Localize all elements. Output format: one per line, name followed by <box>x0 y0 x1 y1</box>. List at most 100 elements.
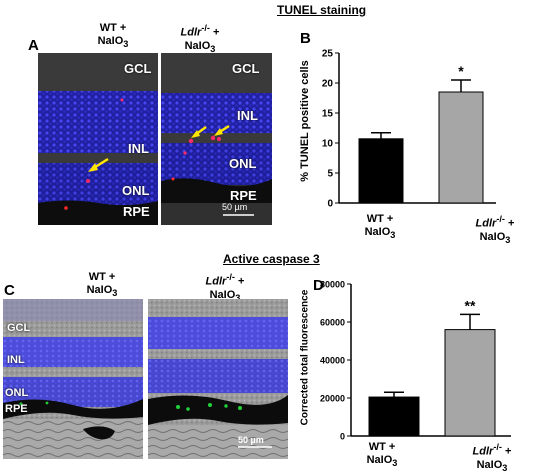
xtick-sub: 3 <box>505 234 511 245</box>
scale-bar-label: 50 µm <box>222 202 248 212</box>
caspase-micrograph-wt: GCL INL ONL RPE <box>3 299 143 459</box>
xtick-line1: WT + <box>366 213 394 225</box>
condition-line1: Ldlr-/- + <box>160 22 240 40</box>
chart-b-ytick-label: 0 <box>327 199 333 210</box>
xtick-sub: 3 <box>502 462 508 473</box>
condition-line1: WT + <box>88 271 116 283</box>
layer-label-inl: INL <box>237 108 258 123</box>
condition-line2: NaIO3 <box>160 40 240 56</box>
xtick-line2: NaIO3 <box>340 226 420 242</box>
xtick-chem: NaIO <box>364 226 391 238</box>
chart-d-ytick-label: 60000 <box>320 318 345 328</box>
xtick-line1: WT + <box>368 441 396 453</box>
chart-b-plot: 0 5 10 15 20 25 * <box>322 49 496 210</box>
chart-d-ytick-label: 80000 <box>320 280 345 290</box>
chart-b-xtick-wt: WT + NaIO3 <box>340 213 420 242</box>
layer-label-rpe: RPE <box>230 188 257 203</box>
xtick-sub: 3 <box>392 458 398 469</box>
chart-d-bar <box>444 329 496 437</box>
layer-label-rpe: RPE <box>123 204 150 219</box>
xtick-plus: + <box>501 445 512 458</box>
chart-b-ytick-label: 15 <box>322 109 334 120</box>
condition-plus: + <box>209 26 220 39</box>
condition-sub: 3 <box>123 39 129 50</box>
tunel-micrograph-wt-image <box>38 53 158 225</box>
tunel-micrograph-ko-image <box>161 53 272 225</box>
xtick-line2: NaIO3 <box>447 459 537 475</box>
chart-b-svg: 0 5 10 15 20 25 * <box>322 49 496 210</box>
chart-d-svg: 0 20000 40000 60000 80000 ** <box>320 280 511 442</box>
condition-sub: 3 <box>210 43 216 54</box>
tunel-section-title: TUNEL staining <box>277 3 367 17</box>
condition-line2: NaIO3 <box>62 284 142 300</box>
chart-b-bar <box>358 138 404 204</box>
layer-label-gcl: GCL <box>124 61 152 76</box>
panel-letter-b: B <box>300 30 311 47</box>
gene-name: Ldlr <box>180 26 202 39</box>
condition-sub: 3 <box>235 292 241 303</box>
chart-d-xtick-ko: Ldlr-/- + NaIO3 <box>447 441 537 475</box>
condition-label-ko-c: Ldlr-/- + NaIO3 <box>180 271 270 305</box>
xtick-chem: NaIO <box>476 458 503 471</box>
condition-chem: NaIO <box>86 284 113 296</box>
xtick-line1: Ldlr-/- + <box>447 441 537 459</box>
tunel-micrograph-ko: GCL INL ONL RPE 50 µm <box>161 53 272 225</box>
panel-letter-d: D <box>313 277 324 294</box>
condition-line1: Ldlr-/- + <box>180 271 270 289</box>
xtick-line2: NaIO3 <box>342 454 422 470</box>
xtick-plus: + <box>504 217 515 230</box>
chart-d-ytick-label: 40000 <box>320 356 345 366</box>
xtick-sub: 3 <box>390 230 396 241</box>
panel-letter-c: C <box>4 282 15 299</box>
gene-sup: -/- <box>493 442 502 452</box>
layer-label-inl: INL <box>128 141 149 156</box>
chart-d-ytick-label: 0 <box>340 432 345 442</box>
chart-d-plot: 0 20000 40000 60000 80000 ** <box>320 280 511 442</box>
gene-name: Ldlr <box>475 217 497 230</box>
layer-label-gcl: GCL <box>232 61 260 76</box>
tunel-micrograph-wt: GCL INL ONL RPE <box>38 53 158 225</box>
gene-name: Ldlr <box>472 445 494 458</box>
layer-label-gcl: GCL <box>7 322 31 334</box>
xtick-line2: NaIO3 <box>450 231 540 247</box>
panel-letter-a: A <box>28 37 39 54</box>
caspase-micrograph-ko: 50 µm <box>148 299 288 459</box>
condition-chem: NaIO <box>184 39 211 52</box>
chart-b-ytick-label: 10 <box>322 139 334 150</box>
caspase-micrograph-wt-image <box>3 299 143 459</box>
condition-plus: + <box>234 275 245 288</box>
chart-b-ytick-label: 5 <box>327 169 333 180</box>
gene-sup: -/- <box>226 272 235 282</box>
chart-d-ylabel-wrap: Corrected total fluorescence <box>295 290 311 430</box>
chart-b-ylabel: % TUNEL positive cells <box>299 60 311 182</box>
condition-line1: WT + <box>99 22 127 34</box>
layer-label-onl: ONL <box>229 156 257 171</box>
chart-d-ytick-label: 20000 <box>320 394 345 404</box>
gene-name: Ldlr <box>205 275 227 288</box>
xtick-chem: NaIO <box>366 454 393 466</box>
condition-label-wt-c: WT + NaIO3 <box>62 271 142 300</box>
chart-b-significance-marker: * <box>458 63 464 79</box>
condition-label-ko-a: Ldlr-/- + NaIO3 <box>160 22 240 56</box>
chart-b-ytick-label: 25 <box>322 49 334 60</box>
xtick-chem: NaIO <box>479 230 506 243</box>
chart-b-bar <box>438 91 484 204</box>
chart-b-ylabel-wrap: % TUNEL positive cells <box>295 58 311 188</box>
chart-d-ylabel: Corrected total fluorescence <box>299 289 311 426</box>
condition-chem: NaIO <box>97 35 124 47</box>
chart-d-bar <box>368 396 420 437</box>
condition-chem: NaIO <box>209 288 236 301</box>
chart-b-ytick-label: 20 <box>322 79 334 90</box>
condition-label-wt-a: WT + NaIO3 <box>73 22 153 51</box>
xtick-line1: Ldlr-/- + <box>450 213 540 231</box>
layer-label-onl: ONL <box>122 183 150 198</box>
chart-d-xtick-wt: WT + NaIO3 <box>342 441 422 470</box>
scale-bar-label: 50 µm <box>238 435 264 445</box>
layer-label-rpe: RPE <box>5 403 28 415</box>
caspase-section-title: Active caspase 3 <box>223 252 320 266</box>
condition-line2: NaIO3 <box>73 35 153 51</box>
condition-line2: NaIO3 <box>180 289 270 305</box>
layer-label-inl: INL <box>7 354 25 366</box>
chart-d-significance-marker: ** <box>465 297 476 313</box>
chart-b-xtick-ko: Ldlr-/- + NaIO3 <box>450 213 540 247</box>
